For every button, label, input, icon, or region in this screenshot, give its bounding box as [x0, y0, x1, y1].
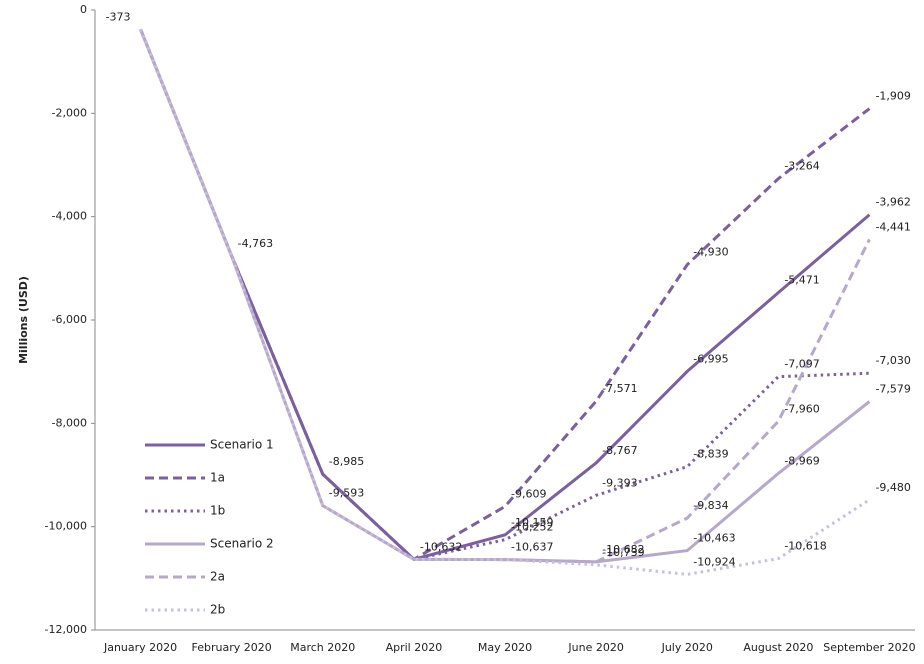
series-line: [139, 28, 871, 562]
data-label: -8,839: [693, 448, 728, 461]
data-label: -10,159: [511, 516, 553, 529]
legend-label: 2b: [210, 603, 225, 617]
x-tick-label: June 2020: [567, 641, 623, 654]
data-label: -8,985: [329, 455, 364, 468]
data-label: -7,030: [875, 354, 910, 367]
data-label: -5,471: [784, 274, 819, 287]
data-label: -7,960: [784, 402, 819, 415]
x-tick-label: July 2020: [661, 641, 713, 654]
data-label: -10,637: [511, 541, 553, 554]
y-axis-label: Millions (USD): [17, 276, 30, 364]
x-tick-label: April 2020: [386, 641, 443, 654]
data-label: -4,930: [693, 246, 728, 259]
y-tick-label: -4,000: [52, 210, 87, 223]
legend-label: 2a: [210, 570, 225, 584]
x-tick-label: February 2020: [192, 641, 272, 654]
legend-label: 1b: [210, 504, 225, 518]
series-line: [139, 28, 871, 564]
data-label: -7,571: [602, 382, 637, 395]
x-tick-label: August 2020: [743, 641, 813, 654]
data-label: -10,618: [784, 540, 826, 553]
data-label: -9,480: [875, 481, 910, 494]
data-label: -9,609: [511, 487, 546, 500]
data-label: -3,962: [875, 196, 910, 209]
legend-label: Scenario 2: [210, 537, 274, 551]
data-label: -10,682: [602, 543, 644, 556]
data-label: -10,632: [420, 540, 462, 553]
data-label: -4,441: [875, 220, 910, 233]
data-label: -10,252: [511, 521, 553, 534]
data-label: -10,739: [602, 546, 644, 559]
y-tick-label: -10,000: [45, 520, 87, 533]
data-label: -9,834: [693, 499, 728, 512]
y-tick-label: 0: [80, 3, 87, 16]
legend-label: Scenario 1: [210, 438, 274, 452]
legend-label: 1a: [210, 471, 225, 485]
x-tick-label: September 2020: [823, 641, 915, 654]
series-line: [139, 28, 871, 576]
y-tick-label: -12,000: [45, 623, 87, 636]
data-label: -6,995: [693, 352, 728, 365]
data-label: -9,593: [329, 487, 364, 500]
data-label: -373: [106, 10, 131, 23]
x-tick-label: March 2020: [290, 641, 355, 654]
data-label: -10,924: [693, 555, 735, 568]
data-label: -7,579: [875, 383, 910, 396]
series-line: [139, 28, 870, 561]
data-label: -4,763: [238, 237, 273, 250]
y-tick-label: -8,000: [52, 416, 87, 429]
y-tick-label: -2,000: [52, 106, 87, 119]
data-label: -9,393: [602, 476, 637, 489]
series-line: [139, 28, 871, 561]
data-label: -10,463: [693, 532, 735, 545]
y-tick-label: -6,000: [52, 313, 87, 326]
x-tick-label: May 2020: [478, 641, 532, 654]
data-label: -8,969: [784, 454, 819, 467]
data-label: -3,264: [784, 160, 819, 173]
data-label: -1,909: [875, 90, 910, 103]
x-tick-label: January 2020: [103, 641, 177, 654]
data-label: -8,767: [602, 444, 637, 457]
series-line: [139, 28, 871, 564]
data-label: -7,097: [784, 358, 819, 371]
